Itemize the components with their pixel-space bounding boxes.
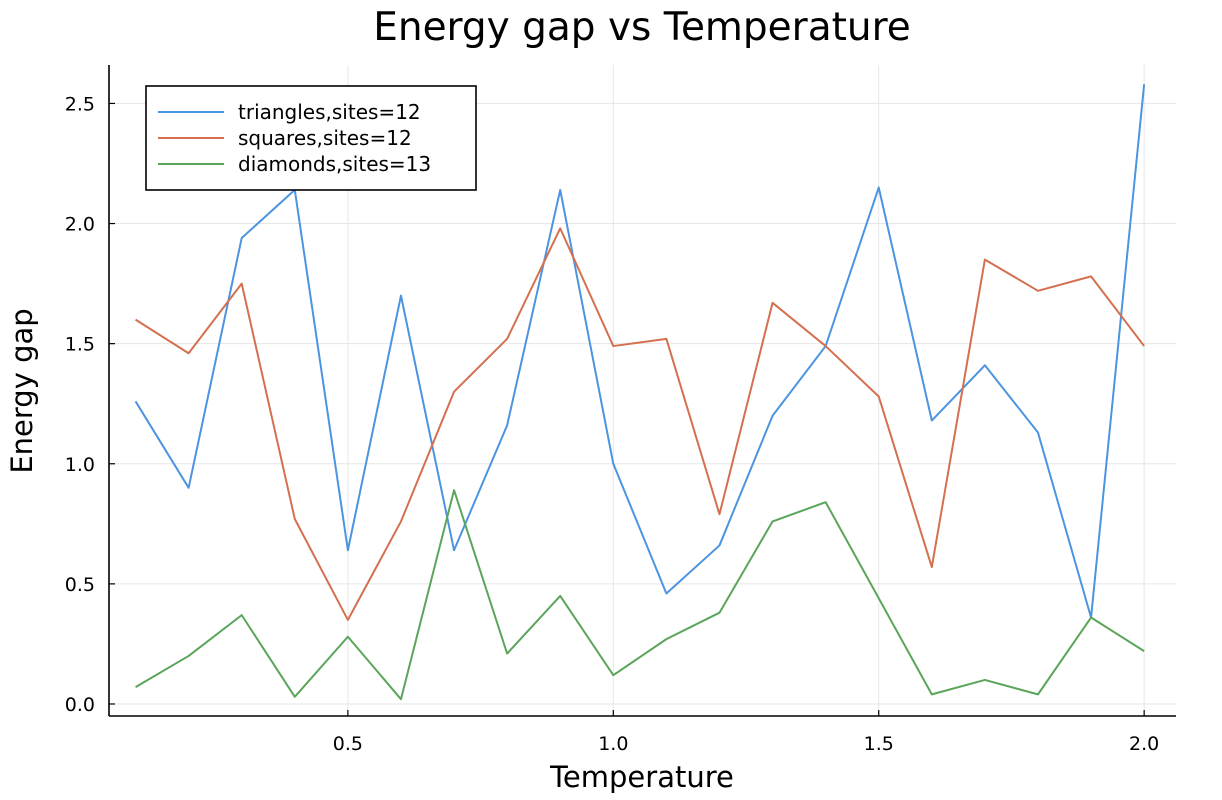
legend: triangles,sites=12 squares,sites=12 diam… [145, 85, 477, 191]
y-tick-label: 1.5 [65, 334, 95, 356]
x-tick-label: 1.5 [864, 733, 894, 755]
x-tick-label: 2.0 [1129, 733, 1159, 755]
series [134, 84, 1146, 701]
axes [108, 65, 1176, 717]
y-axis-label: Energy gap [5, 308, 39, 473]
y-tick-label: 0.0 [65, 694, 95, 716]
grid [109, 65, 1176, 716]
y-tick-label: 2.0 [65, 214, 95, 236]
y-tick-label: 2.5 [65, 93, 95, 115]
legend-label-squares: squares,sites=12 [238, 126, 412, 150]
y-tick-label: 0.5 [65, 574, 95, 596]
chart-title: Energy gap vs Temperature [373, 5, 911, 50]
x-axis-label: Temperature [549, 760, 734, 794]
series-line-triangles [134, 84, 1146, 619]
x-tick-label: 1.0 [598, 733, 628, 755]
legend-label-diamonds: diamonds,sites=13 [238, 152, 431, 176]
series-line-squares [135, 227, 1145, 621]
y-tick-label: 1.0 [65, 454, 95, 476]
ticks: 0.5 1.0 1.5 2.0 0.0 0.5 1.0 1.5 2.0 2.5 [65, 93, 1159, 755]
x-tick-label: 0.5 [333, 733, 363, 755]
legend-label-triangles: triangles,sites=12 [238, 100, 421, 124]
series-line-diamonds [135, 489, 1145, 701]
